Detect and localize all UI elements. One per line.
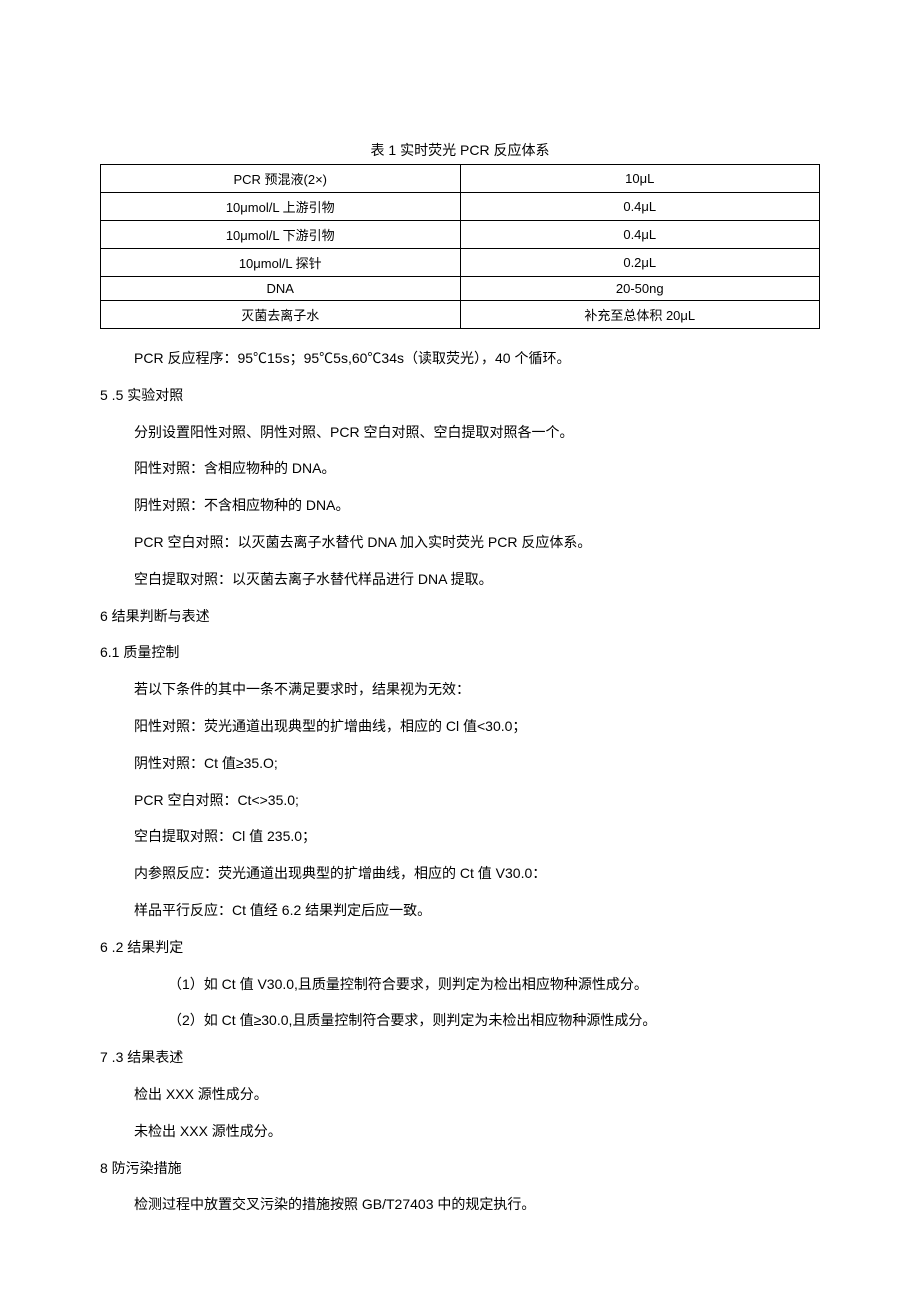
body-text: （1）如 Ct 值 V30.0,且质量控制符合要求，则判定为检出相应物种源性成分… xyxy=(100,969,820,1000)
table-cell: 0.4μL xyxy=(460,221,820,249)
body-text: 阳性对照：荧光通道出现典型的扩增曲线，相应的 Cl 值<30.0； xyxy=(100,711,820,742)
body-text: 内参照反应：荧光通道出现典型的扩增曲线，相应的 Ct 值 V30.0： xyxy=(100,858,820,889)
section-5-5: 5 .5 实验对照 xyxy=(100,380,820,411)
section-6-2: 6 .2 结果判定 xyxy=(100,932,820,963)
table-cell: 20-50ng xyxy=(460,277,820,301)
body-text: 若以下条件的其中一条不满足要求时，结果视为无效： xyxy=(100,674,820,705)
table-cell: 10μmol/L 探针 xyxy=(101,249,461,277)
section-6: 6 结果判断与表述 xyxy=(100,601,820,632)
body-text: 检出 XXX 源性成分。 xyxy=(100,1079,820,1110)
section-6-1: 6.1 质量控制 xyxy=(100,637,820,668)
table-cell: 10μmol/L 下游引物 xyxy=(101,221,461,249)
body-text: PCR 空白对照：Ct<>35.0; xyxy=(100,785,820,816)
body-text: 空白提取对照：Cl 值 235.0； xyxy=(100,821,820,852)
table-cell: 0.2μL xyxy=(460,249,820,277)
section-7-3: 7 .3 结果表述 xyxy=(100,1042,820,1073)
body-text: 阴性对照：Ct 值≥35.O; xyxy=(100,748,820,779)
body-text: 未检出 XXX 源性成分。 xyxy=(100,1116,820,1147)
pcr-program: PCR 反应程序：95℃15s；95℃5s,60℃34s（读取荧光），40 个循… xyxy=(100,343,820,374)
table-row: 10μmol/L 探针 0.2μL xyxy=(101,249,820,277)
table-row: 10μmol/L 上游引物 0.4μL xyxy=(101,193,820,221)
body-text: 阴性对照：不含相应物种的 DNA。 xyxy=(100,490,820,521)
table-cell: 10μL xyxy=(460,165,820,193)
body-text: （2）如 Ct 值≥30.0,且质量控制符合要求，则判定为未检出相应物种源性成分… xyxy=(100,1005,820,1036)
table-row: DNA 20-50ng xyxy=(101,277,820,301)
body-text: 样品平行反应：Ct 值经 6.2 结果判定后应一致。 xyxy=(100,895,820,926)
body-text: PCR 空白对照：以灭菌去离子水替代 DNA 加入实时荧光 PCR 反应体系。 xyxy=(100,527,820,558)
table-cell: PCR 预混液(2×) xyxy=(101,165,461,193)
table-row: PCR 预混液(2×) 10μL xyxy=(101,165,820,193)
table-cell: DNA xyxy=(101,277,461,301)
table-row: 10μmol/L 下游引物 0.4μL xyxy=(101,221,820,249)
table-cell: 10μmol/L 上游引物 xyxy=(101,193,461,221)
table-cell: 补充至总体积 20μL xyxy=(460,301,820,329)
table-cell: 灭菌去离子水 xyxy=(101,301,461,329)
table-row: 灭菌去离子水 补充至总体积 20μL xyxy=(101,301,820,329)
body-text: 阳性对照：含相应物种的 DNA。 xyxy=(100,453,820,484)
section-8: 8 防污染措施 xyxy=(100,1153,820,1184)
pcr-table: PCR 预混液(2×) 10μL 10μmol/L 上游引物 0.4μL 10μ… xyxy=(100,164,820,329)
table-title: 表 1 实时荧光 PCR 反应体系 xyxy=(100,140,820,160)
table-cell: 0.4μL xyxy=(460,193,820,221)
body-text: 检测过程中放置交叉污染的措施按照 GB/T27403 中的规定执行。 xyxy=(100,1189,820,1220)
body-text: 空白提取对照：以灭菌去离子水替代样品进行 DNA 提取。 xyxy=(100,564,820,595)
body-text: 分别设置阳性对照、阴性对照、PCR 空白对照、空白提取对照各一个。 xyxy=(100,417,820,448)
